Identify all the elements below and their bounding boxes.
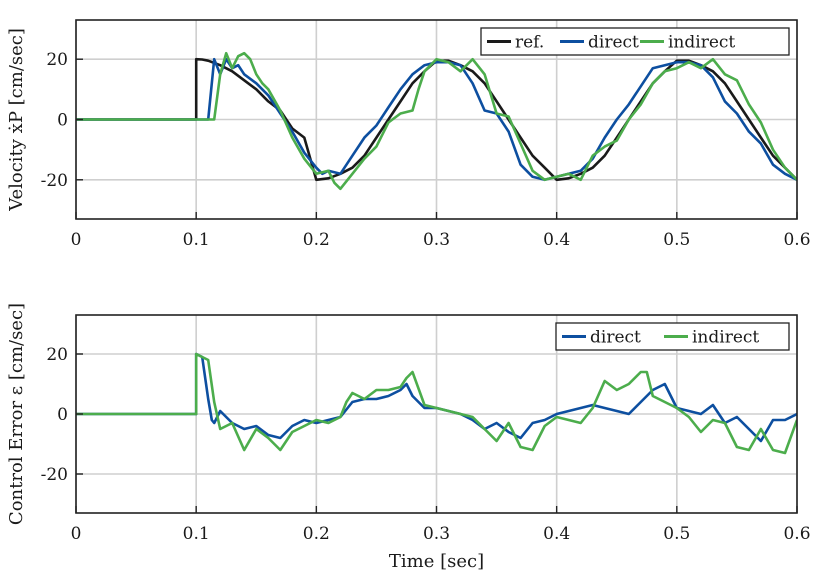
legend-label: direct — [590, 328, 641, 348]
legend-entry: indirect — [640, 33, 735, 53]
legend-label: indirect — [668, 33, 735, 53]
legend-label: ref. — [515, 33, 544, 53]
x-tick-label: 0.4 — [543, 230, 570, 250]
y-axis-label: Control Error ε [cm/sec] — [6, 303, 27, 525]
legend-label: direct — [588, 33, 639, 53]
y-tick-label: -20 — [41, 465, 68, 485]
series-group — [76, 352, 797, 455]
x-tick-label: 0 — [71, 524, 82, 544]
x-tick-label: 0.6 — [783, 230, 810, 250]
series-indirect-line — [76, 51, 797, 191]
x-tick-label: 0.2 — [303, 524, 330, 544]
chart-1: 0 0.1 0.2 0.3 0.4 0.5 0.6 20 0 -20 Velocity ẋP [cm… — [6, 19, 811, 250]
series-group — [76, 51, 797, 191]
x-tick-label: 0.4 — [543, 524, 570, 544]
legend-entry: indirect — [664, 328, 759, 348]
series-indirect-line — [76, 352, 797, 455]
legend-entry: ref. — [487, 33, 544, 53]
x-tick-label: 0 — [71, 230, 82, 250]
x-tick-label: 0.6 — [783, 524, 810, 544]
legend-entry: direct — [562, 328, 641, 348]
y-tick-label: 0 — [57, 405, 68, 425]
legend-label: indirect — [692, 328, 759, 348]
chart-2: 0 0.1 0.2 0.3 0.4 0.5 0.6 20 0 -20 Control Error ε… — [6, 303, 811, 572]
x-tick-label: 0.5 — [663, 524, 690, 544]
x-tick-label: 0.5 — [663, 230, 690, 250]
x-tick-label: 0.3 — [423, 524, 450, 544]
y-tick-label: 20 — [46, 345, 68, 365]
x-tick-label: 0.2 — [303, 230, 330, 250]
y-axis-label: Velocity ẋP [cm/sec] — [6, 28, 27, 212]
y-tick-label: 0 — [57, 111, 68, 131]
legend-box — [480, 27, 790, 56]
legend-entry: direct — [560, 33, 639, 53]
x-tick-label: 0.1 — [183, 230, 210, 250]
series-direct-line — [76, 57, 797, 182]
x-axis-label: Time [sec] — [389, 551, 484, 572]
x-tick-label: 0.3 — [423, 230, 450, 250]
x-tick-label: 0.1 — [183, 524, 210, 544]
y-tick-label: -20 — [41, 171, 68, 191]
y-tick-label: 20 — [46, 50, 68, 70]
